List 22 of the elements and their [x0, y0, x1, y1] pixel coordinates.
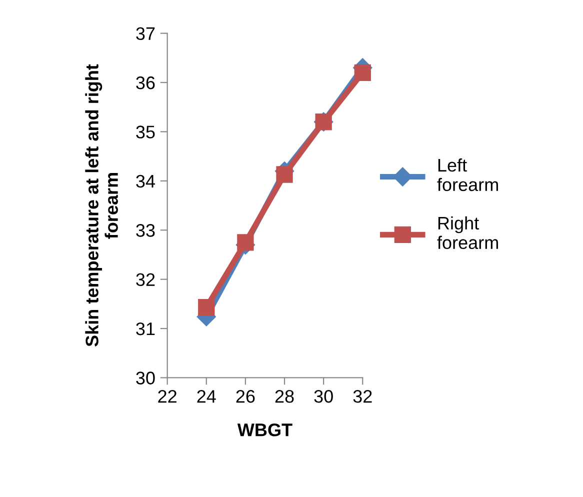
y-tick-label: 36 — [136, 76, 155, 90]
y-tick-label: 31 — [136, 322, 155, 336]
x-tick-label: 22 — [158, 390, 176, 403]
y-tick-label: 30 — [136, 372, 155, 384]
y-tick-label: 34 — [136, 174, 155, 188]
point — [354, 64, 371, 81]
x-tick-label: 30 — [314, 390, 333, 403]
point — [276, 166, 293, 183]
y-tick-label: 35 — [136, 126, 155, 138]
x-tick-label: 26 — [236, 390, 255, 403]
x-tick-label: 28 — [275, 390, 294, 403]
y-axis-title: Skin temperature at left and right forearm — [85, 64, 118, 346]
y-tick-label: 33 — [136, 224, 155, 237]
x-tick-label: 32 — [353, 390, 372, 403]
legend-label: Left forearm — [437, 158, 498, 192]
legend-label: Right forearm — [437, 216, 498, 250]
x-tick-label: 24 — [197, 390, 216, 403]
x-axis-title: WBGT — [237, 424, 292, 436]
y-tick-label: 37 — [136, 27, 155, 40]
y-tick-label: 32 — [136, 273, 155, 286]
point — [198, 299, 215, 316]
point — [237, 234, 254, 251]
